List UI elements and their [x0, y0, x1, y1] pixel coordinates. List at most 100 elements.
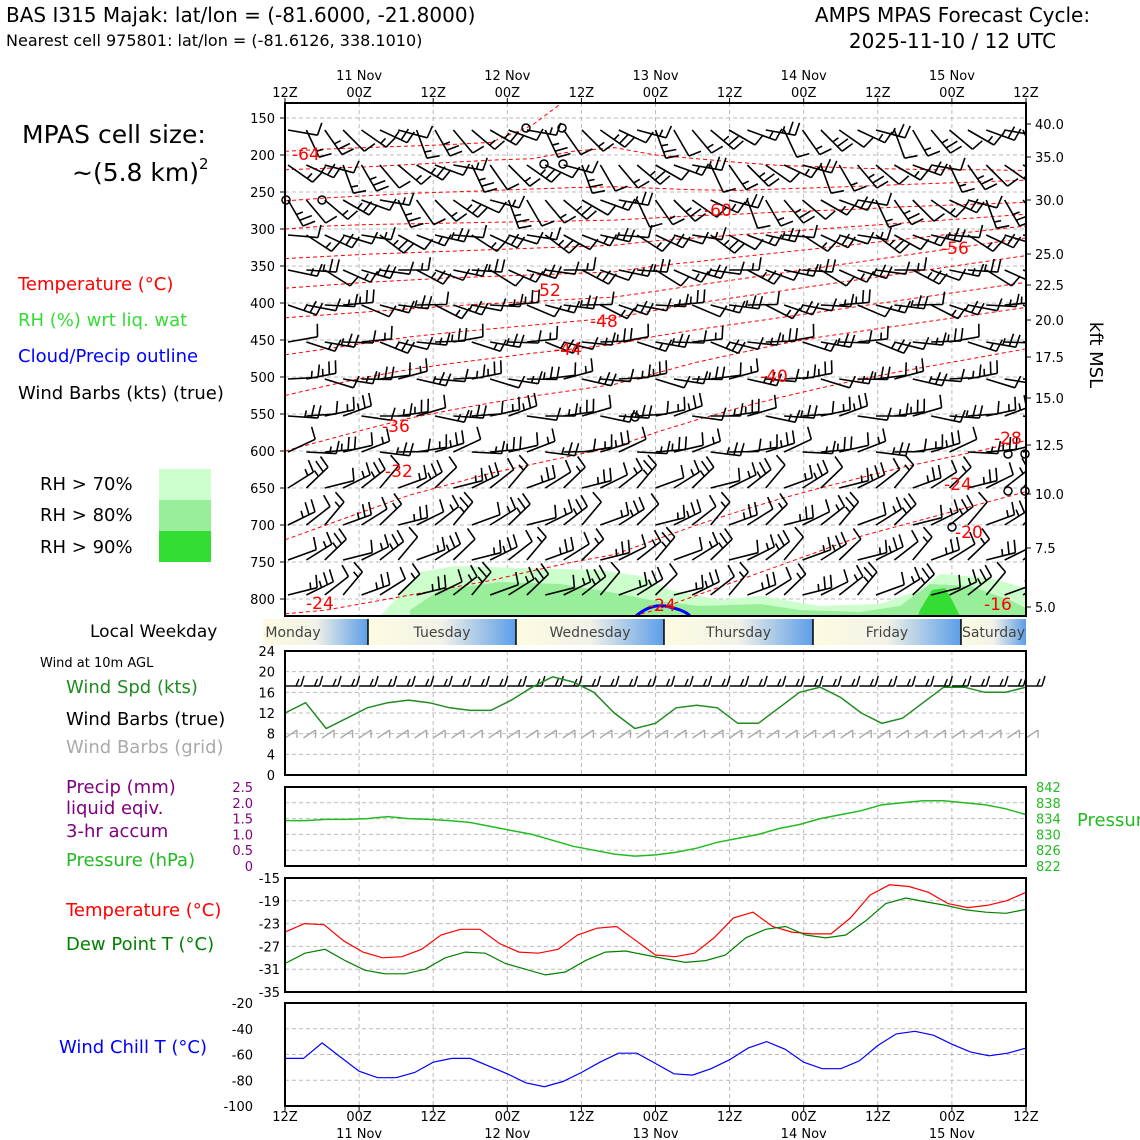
wind-barb-flag — [843, 333, 849, 347]
wind-barb — [949, 336, 980, 343]
wind-barb-flag — [584, 365, 587, 373]
wind-barb-flag — [477, 576, 484, 583]
wind-barb-flag — [676, 233, 685, 246]
top-date-label: 13 Nov — [632, 69, 678, 84]
wind-barb-flag — [514, 275, 525, 287]
wind-barb — [563, 199, 588, 220]
wind-barb — [398, 341, 428, 351]
wind-barb — [930, 415, 961, 423]
wind-barb — [544, 164, 573, 179]
wind-barb-flag — [684, 436, 688, 450]
wind-barb — [912, 269, 940, 285]
wind-barb-flag — [1008, 462, 1014, 476]
wind-barb — [1004, 548, 1026, 561]
wind-tick-label: 16 — [258, 686, 275, 701]
wind-barb-flag — [1033, 432, 1034, 445]
wind-barb — [324, 378, 354, 389]
legend-cloud: Cloud/Precip outline — [18, 346, 199, 367]
wind-barb — [1004, 407, 1026, 417]
wind-barb-flag — [702, 371, 709, 384]
wind-barb-flag — [671, 443, 674, 451]
wind-barb-flag — [714, 569, 720, 583]
wind-barb — [893, 164, 921, 181]
wind-barb-flag — [566, 339, 575, 352]
contour-label: -16 — [984, 595, 1012, 615]
wind-barb-flag — [956, 536, 961, 550]
wind-barb-flag — [596, 271, 602, 279]
wind-barb-10m-flag — [1004, 675, 1009, 687]
wind-barb-flag — [661, 241, 672, 252]
wind-barb-flag — [568, 243, 580, 254]
wind-barb-flag — [1053, 227, 1057, 239]
pressure-tick-label: 842 — [1036, 781, 1061, 796]
wind-barb-flag — [733, 442, 739, 456]
wind-barb-flag — [793, 268, 801, 281]
wind-barb-flag — [649, 170, 656, 177]
wind-barb-flag — [372, 461, 381, 474]
windchill-tick-label: -60 — [232, 1049, 253, 1064]
wind-barb-flag — [994, 219, 1002, 223]
wind-barb-flag — [768, 131, 774, 139]
height-axis: 40.035.030.025.022.520.017.515.012.510.0… — [1026, 118, 1064, 616]
wind-barb-flag — [642, 459, 653, 471]
wind-barb-flag — [978, 224, 984, 238]
wind-barb — [489, 234, 518, 249]
wind-barb-flag — [687, 403, 691, 411]
wind-barb-flag — [493, 342, 498, 350]
wind-barb-flag — [414, 300, 418, 308]
wind-barb-flag — [693, 459, 701, 473]
wind-barb-flag — [981, 528, 991, 540]
wind-barb — [710, 479, 740, 489]
wind-barb-flag — [1028, 290, 1029, 303]
wind-barb — [416, 446, 447, 453]
wind-barb — [783, 304, 813, 316]
wind-barb-flag — [978, 364, 982, 378]
wind-barb-flag — [368, 501, 373, 515]
wind-barb-flag — [750, 365, 753, 373]
wind-barb-flag — [316, 122, 323, 136]
wind-barb-flag — [797, 563, 807, 575]
wind-barb — [526, 129, 557, 136]
wind-barb — [746, 199, 759, 229]
pressure-tick-label: 834 — [1036, 813, 1061, 828]
wind-barb — [710, 304, 740, 314]
wind-barb-flag — [430, 271, 437, 279]
wind-barb-10m-flag — [1036, 678, 1041, 687]
wind-barb-flag — [849, 334, 856, 348]
wind-barb-flag — [369, 270, 379, 283]
wind-barb-flag — [557, 152, 571, 158]
wind-barb-flag — [392, 239, 399, 246]
wind-barb-10m-flag — [504, 675, 509, 687]
wind-barb-10m-flag — [702, 678, 708, 687]
wind-barb-flag — [892, 537, 898, 550]
wind-barb-flag — [841, 142, 854, 152]
wind-barb — [967, 304, 998, 312]
windchill-tick-label: -100 — [223, 1100, 253, 1115]
wind-barb-10m-flag — [1041, 675, 1046, 687]
dewpoint-line — [284, 897, 1027, 976]
wind-barb — [875, 508, 902, 526]
wind-barb — [305, 234, 332, 252]
wind-barb — [434, 378, 465, 383]
wind-barb-flag — [780, 440, 783, 448]
wind-barb-flag — [515, 571, 520, 585]
wind-barb — [563, 581, 591, 596]
cell-size-label: MPAS cell size: — [22, 120, 206, 149]
wind-barb — [453, 164, 484, 171]
wind-barb-flag — [941, 332, 947, 346]
wind-barb-flag — [400, 339, 409, 352]
wind-barb-flag — [481, 561, 492, 573]
wind-barb — [342, 164, 355, 194]
wind-barb — [857, 199, 888, 206]
pressure-tick-label: 550 — [250, 408, 275, 423]
pressure-tick-label: 700 — [250, 519, 275, 534]
wind-barb-flag — [313, 470, 320, 477]
wind-barb — [397, 536, 419, 561]
wind-barb — [636, 578, 664, 596]
calm-marker — [521, 123, 531, 133]
wind-barb-flag — [482, 364, 486, 378]
wind-barb — [287, 269, 318, 277]
calm-marker — [558, 159, 568, 169]
wind-barb — [562, 129, 582, 156]
wind-barb-flag — [457, 328, 461, 342]
